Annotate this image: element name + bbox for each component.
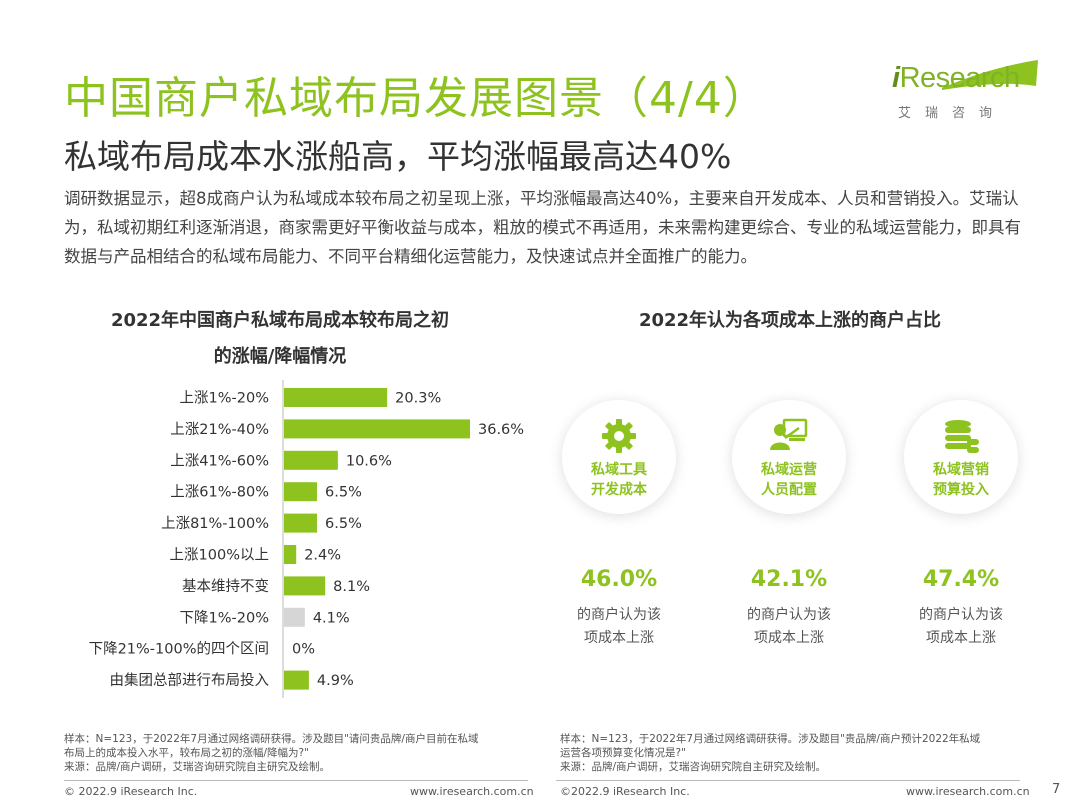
footer-copyright-right: ©2022.9 iResearch Inc. <box>560 785 690 798</box>
cost-panel-title: 2022年认为各项成本上涨的商户占比 <box>638 310 942 331</box>
marketing-budget-card: 私域营销 预算投入 <box>904 400 1018 514</box>
staff-cost-value: 42.1% <box>750 567 828 592</box>
bar-value-label: 6.5% <box>325 485 362 501</box>
bar-category-label: 上涨21%-40% <box>170 421 269 438</box>
left-note-line3: 来源：品牌/商户调研，艾瑞咨询研究院自主研究及绘制。 <box>64 761 331 773</box>
marketing-budget-desc-line2: 项成本上涨 <box>926 630 996 646</box>
tool-dev-cost-desc-line2: 项成本上涨 <box>584 630 654 646</box>
bar-category-label: 上涨61%-80% <box>170 484 269 501</box>
bar <box>284 670 309 690</box>
footer-url-right: www.iresearch.com.cn <box>906 785 1030 798</box>
left-note-line2: 布局上的成本投入水平，较布局之初的涨幅/降幅为?" <box>64 747 309 759</box>
logo-swoosh-icon <box>942 60 1038 90</box>
bar-chart-title-line1: 2022年中国商户私域布局成本较布局之初 <box>110 310 450 331</box>
staff-cost-label-line1: 私域运营 <box>761 462 817 478</box>
tool-dev-cost-label-line1: 私域工具 <box>591 462 647 478</box>
tool-dev-cost-value: 46.0% <box>580 567 658 592</box>
bar-value-label: 20.3% <box>395 391 441 407</box>
staff-presenter-icon <box>770 418 808 450</box>
bar <box>284 482 318 502</box>
bar-category-label: 由集团总部进行布局投入 <box>110 672 270 689</box>
page-title: 中国商户私域布局发展图景（4/4） <box>64 73 768 124</box>
bar-chart: 上涨1%-20% 20.3% 上涨21%-40% 36.6% 上涨41%-60% 10.6… <box>89 380 524 698</box>
bar-category-label: 下降21%-100%的四个区间 <box>89 641 269 658</box>
tool-dev-cost-card: 私域工具 开发成本 <box>562 400 676 514</box>
footer-url-left: www.iresearch.com.cn <box>410 785 534 798</box>
staff-cost-label-line2: 人员配置 <box>761 482 817 498</box>
tool-dev-cost-desc: 的商户认为该 项成本上涨 <box>539 604 699 650</box>
coins-stack-icon <box>945 420 979 453</box>
bar <box>284 545 297 564</box>
staff-cost-card: 私域运营 人员配置 <box>732 400 846 514</box>
bar <box>284 607 305 627</box>
footer-divider-right <box>556 780 1020 781</box>
bar-category-label: 基本维持不变 <box>182 578 269 595</box>
tool-dev-cost-label: 私域工具 开发成本 <box>562 460 676 500</box>
right-source-note: 样本：N=123，于2022年7月通过网络调研获得。涉及题目"贵品牌/商户预计2… <box>560 732 1030 774</box>
iresearch-logo: iResearch 艾瑞咨询 <box>892 58 1038 128</box>
bar-value-label: 4.9% <box>317 673 354 689</box>
marketing-budget-desc: 的商户认为该 项成本上涨 <box>881 604 1041 650</box>
bar <box>284 450 338 470</box>
bar-value-label: 8.1% <box>333 579 370 595</box>
logo-brand-prefix: i <box>892 62 900 94</box>
bar-value-label: 10.6% <box>346 453 392 469</box>
logo-wordmark: iResearch <box>892 62 1020 95</box>
left-note-line1: 样本：N=123，于2022年7月通过网络调研获得。涉及题目"请问贵品牌/商户目… <box>64 733 479 745</box>
page-number: 7 <box>1052 782 1061 797</box>
staff-cost-desc-line1: 的商户认为该 <box>747 607 831 623</box>
right-note-line2: 运营各项预算变化情况是?" <box>560 747 686 759</box>
tool-dev-cost-label-line2: 开发成本 <box>591 482 647 498</box>
staff-cost-desc-line2: 项成本上涨 <box>754 630 824 646</box>
marketing-budget-label-line2: 预算投入 <box>933 482 989 498</box>
marketing-budget-label-line1: 私域营销 <box>933 462 989 478</box>
marketing-budget-label: 私域营销 预算投入 <box>904 460 1018 500</box>
marketing-budget-desc-line1: 的商户认为该 <box>919 607 1003 623</box>
bar <box>284 388 388 407</box>
bar-value-label: 6.5% <box>325 516 362 532</box>
bar-category-label: 下降1%-20% <box>180 609 269 626</box>
bar <box>284 576 326 596</box>
footer-divider-left <box>64 780 528 781</box>
bar-value-label: 2.4% <box>304 548 341 564</box>
gear-icon <box>602 419 636 453</box>
right-note-line1: 样本：N=123，于2022年7月通过网络调研获得。涉及题目"贵品牌/商户预计2… <box>560 733 981 745</box>
staff-cost-label: 私域运营 人员配置 <box>732 460 846 500</box>
page-subtitle: 私域布局成本水涨船高，平均涨幅最高达40% <box>64 137 732 176</box>
bar <box>284 419 470 439</box>
marketing-budget-value: 47.4% <box>922 567 1000 592</box>
footer-copyright-left: © 2022.9 iResearch Inc. <box>64 785 198 798</box>
bar-category-label: 上涨41%-60% <box>170 452 269 469</box>
right-note-line3: 来源：品牌/商户调研，艾瑞咨询研究院自主研究及绘制。 <box>560 761 827 773</box>
staff-cost-desc: 的商户认为该 项成本上涨 <box>709 604 869 650</box>
intro-paragraph: 调研数据显示，超8成商户认为私域成本较布局之初呈现上涨，平均涨幅最高达40%，主… <box>64 189 1021 266</box>
bar-value-label: 36.6% <box>478 422 524 438</box>
bar-category-label: 上涨81%-100% <box>161 515 269 532</box>
left-source-note: 样本：N=123，于2022年7月通过网络调研获得。涉及题目"请问贵品牌/商户目… <box>64 732 534 774</box>
bar-value-label: 4.1% <box>313 610 350 626</box>
bar-chart-title-line2: 的涨幅/降幅情况 <box>213 346 347 367</box>
logo-brand-rest: Research <box>899 62 1021 94</box>
bar <box>284 513 318 533</box>
logo-chinese-name: 艾瑞咨询 <box>898 106 1007 121</box>
bar-value-label: 0% <box>292 642 315 658</box>
bar-category-label: 上涨1%-20% <box>180 390 269 407</box>
bar-category-label: 上涨100%以上 <box>170 547 269 564</box>
tool-dev-cost-desc-line1: 的商户认为该 <box>577 607 661 623</box>
